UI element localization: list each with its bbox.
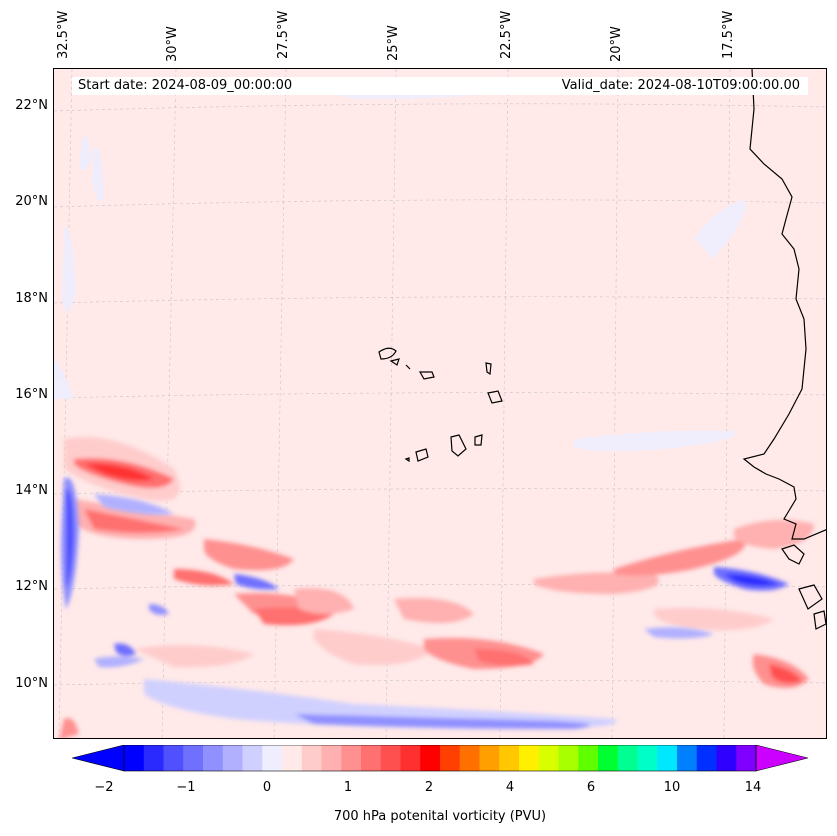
colorbar-segment — [361, 745, 382, 771]
cb-tick-0: 0 — [262, 780, 272, 795]
cb-tick-2: 2 — [424, 780, 434, 795]
pv-positive-bands — [59, 437, 814, 738]
cb-tick-14: 14 — [744, 780, 762, 795]
cb-tick-neg1: −1 — [176, 780, 196, 795]
lat-label-20n: 20°N — [15, 194, 48, 209]
colorbar-segment — [657, 745, 678, 771]
colorbar-segment — [578, 745, 599, 771]
map-panel — [53, 68, 827, 739]
colorbar-segment — [222, 745, 243, 771]
colorbar-segment — [696, 745, 717, 771]
colorbar-segment — [143, 745, 164, 771]
colorbar-segment — [262, 745, 283, 771]
lon-label-22-5w: 22.5°W — [499, 10, 514, 59]
cb-tick-4: 4 — [505, 780, 515, 795]
colorbar-segment — [459, 745, 480, 771]
colorbar-segment — [400, 745, 421, 771]
lat-label-14n: 14°N — [15, 483, 48, 498]
colorbar-segment — [203, 745, 224, 771]
colorbar-segment — [380, 745, 401, 771]
colorbar-segment — [341, 745, 362, 771]
valid-date-text: Valid_date: 2024-08-10T09:00:00.00 — [561, 78, 800, 93]
colorbar-frame — [123, 745, 757, 772]
lon-label-20w: 20°W — [609, 26, 624, 62]
colorbar-segment — [598, 745, 619, 771]
lon-label-25w: 25°W — [386, 25, 401, 61]
colorbar-segment — [736, 745, 757, 771]
colorbar-segment — [637, 745, 658, 771]
colorbar-segment — [282, 745, 303, 771]
colorbar-under-arrow — [72, 745, 125, 772]
colorbar-segment — [519, 745, 540, 771]
lat-label-18n: 18°N — [15, 291, 48, 306]
lat-label-10n: 10°N — [15, 676, 48, 691]
coastline — [378, 69, 826, 630]
map-info-bar: Start date: 2024-08-09_00:00:00 Valid_da… — [72, 77, 808, 95]
lon-label-32-5w: 32.5°W — [56, 10, 71, 59]
cb-tick-6: 6 — [586, 780, 596, 795]
cb-tick-10: 10 — [663, 780, 681, 795]
colorbar-label: 700 hPa potenital vorticity (PVU) — [333, 809, 547, 824]
colorbar-segment — [538, 745, 559, 771]
colorbar-segment — [440, 745, 461, 771]
colorbar-over-arrow — [755, 745, 808, 772]
colorbar — [72, 745, 808, 772]
colorbar-segment — [124, 745, 145, 771]
start-date-text: Start date: 2024-08-09_00:00:00 — [78, 78, 293, 93]
pv-negative-weak — [54, 86, 746, 452]
lat-label-22n: 22°N — [15, 98, 48, 113]
colorbar-segment — [558, 745, 579, 771]
colorbar-segment — [321, 745, 342, 771]
pv-contour-map — [54, 69, 826, 738]
colorbar-segment — [479, 745, 500, 771]
lat-label-16n: 16°N — [15, 387, 48, 402]
lon-label-30w: 30°W — [165, 26, 180, 62]
colorbar-segment — [499, 745, 520, 771]
lat-label-12n: 12°N — [15, 579, 48, 594]
colorbar-segment — [242, 745, 263, 771]
colorbar-segment — [163, 745, 184, 771]
colorbar-segment — [716, 745, 737, 771]
colorbar-segment — [301, 745, 322, 771]
colorbar-segment — [420, 745, 441, 771]
colorbar-segment — [677, 745, 698, 771]
cb-tick-neg2: −2 — [94, 780, 114, 795]
cb-tick-1: 1 — [343, 780, 353, 795]
colorbar-segment — [617, 745, 638, 771]
colorbar-segment — [183, 745, 204, 771]
lon-label-17-5w: 17.5°W — [721, 10, 736, 59]
pv-negative-bands — [61, 477, 789, 729]
lon-label-27-5w: 27.5°W — [276, 10, 291, 59]
